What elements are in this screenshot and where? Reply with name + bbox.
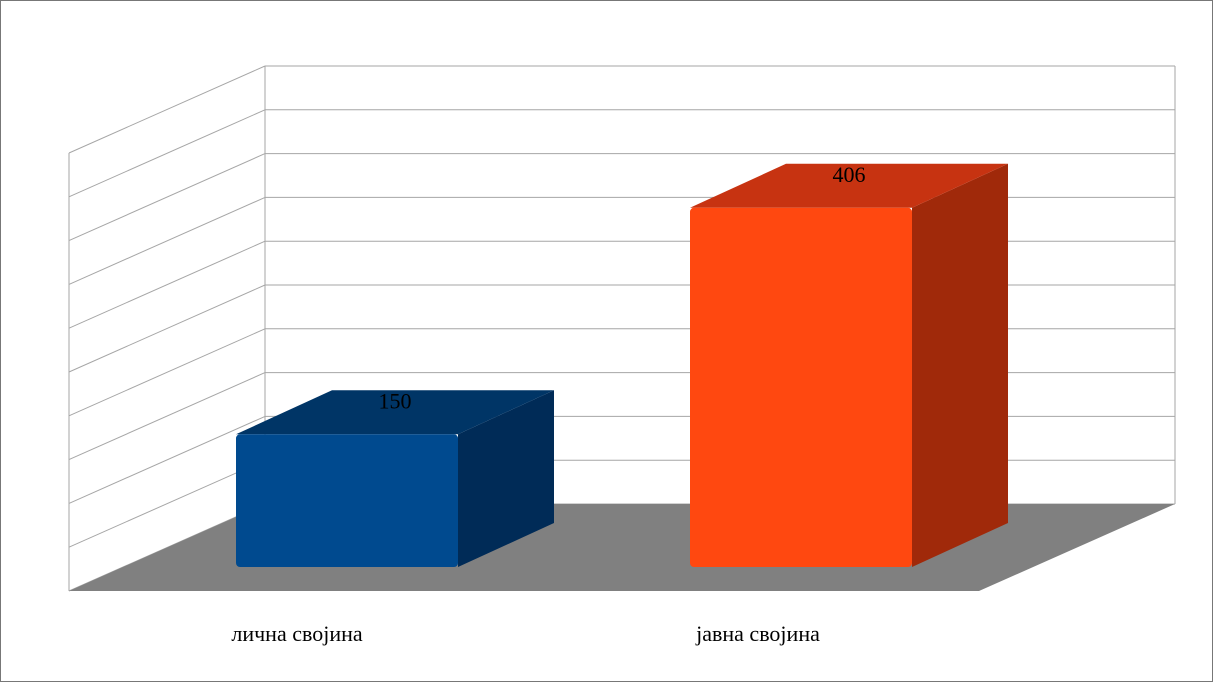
gridline-side [68,284,266,373]
category-labels: лична својина јавна својина [231,621,820,646]
bar-1 [236,390,554,567]
bar-side-face [458,390,554,567]
bar-top-face [236,390,554,435]
bar-front-face [236,434,458,567]
bar-front-face [690,207,912,567]
gridline-side [68,240,266,329]
gridline-side [68,415,266,504]
gridline-side [68,109,266,198]
bar-series [236,163,1008,567]
bar-2 [690,163,1008,567]
gridline-side [68,459,266,548]
bar-top-face [690,163,1008,208]
gridline-side [68,65,266,154]
data-label: 150 [379,388,412,413]
data-label: 406 [833,162,866,187]
data-labels: 150 406 [379,162,866,413]
gridline-side [68,372,266,461]
gridline-side [68,328,266,417]
bar-side-face [912,163,1008,567]
gridline-side [68,196,266,285]
category-label: лична својина [231,621,363,646]
category-label: јавна својина [695,621,820,646]
gridline-side [68,153,266,242]
